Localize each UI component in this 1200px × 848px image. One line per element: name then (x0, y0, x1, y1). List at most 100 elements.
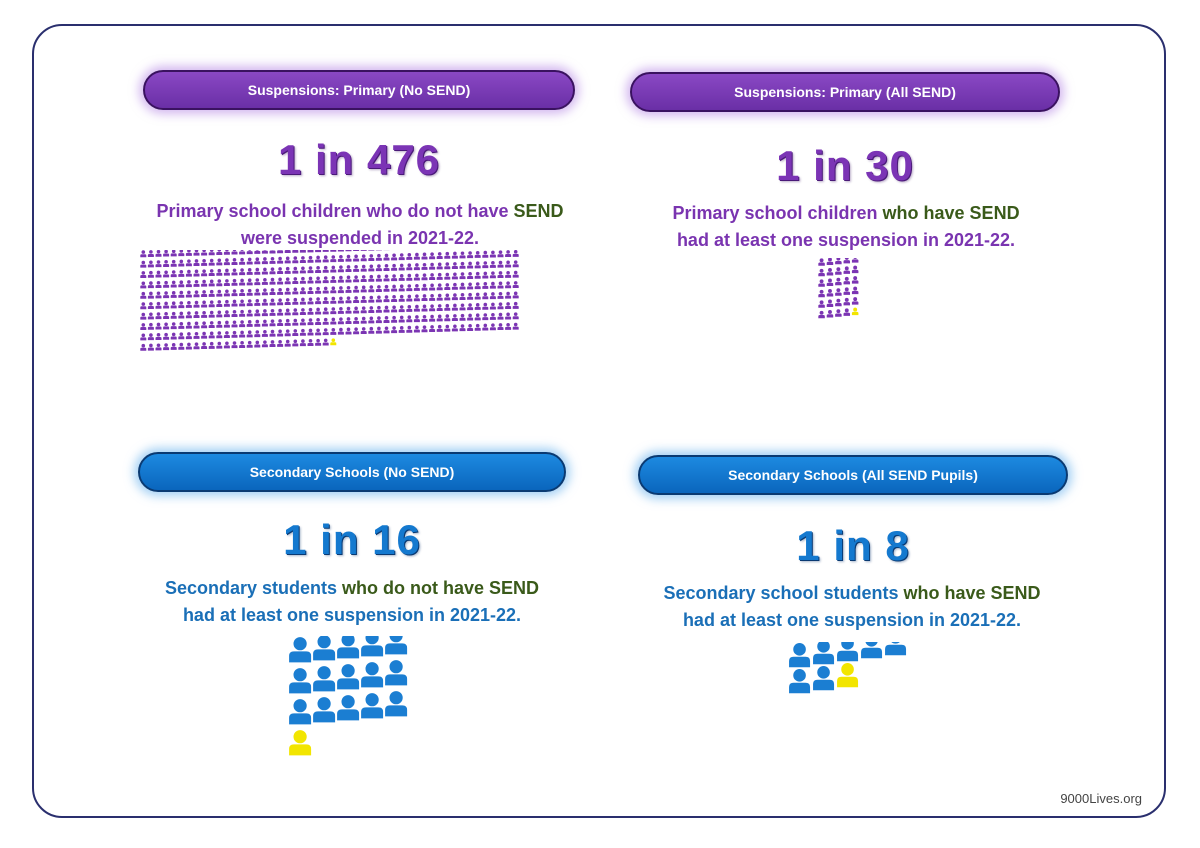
person-icon (254, 309, 261, 317)
person-icon (284, 329, 291, 337)
person-icon (330, 250, 337, 252)
person-icon (361, 662, 384, 688)
person-icon (451, 262, 458, 269)
person-icon (489, 271, 496, 279)
person-icon (353, 306, 360, 314)
person-icon (818, 310, 825, 319)
person-icon (292, 277, 299, 284)
person-icon (818, 268, 825, 277)
person-icon (269, 340, 276, 348)
person-icon (451, 282, 458, 290)
person-icon (246, 340, 253, 348)
person-icon (193, 342, 200, 350)
person-icon (216, 310, 223, 318)
person-icon (216, 300, 223, 307)
person-icon (277, 256, 284, 264)
person-icon (261, 277, 268, 285)
person-icon (337, 306, 344, 314)
secondary-all-send-header: Secondary Schools (All SEND Pupils) (638, 455, 1068, 495)
person-icon (406, 294, 413, 302)
person-icon (512, 322, 519, 330)
person-icon (284, 318, 291, 326)
person-icon (208, 300, 215, 308)
person-icon (307, 266, 314, 274)
person-icon (307, 318, 314, 326)
person-icon (391, 274, 398, 282)
person-icon (155, 322, 162, 330)
person-icon (505, 312, 512, 320)
person-icon (353, 296, 360, 304)
person-icon (489, 323, 496, 331)
person-icon (289, 699, 312, 725)
primary-no-send-pictogram (140, 250, 519, 351)
person-icon (170, 291, 177, 298)
person-icon (497, 271, 504, 279)
person-icon (178, 332, 185, 340)
person-icon (482, 323, 489, 331)
person-icon (368, 316, 375, 324)
person-icon (185, 321, 192, 329)
person-icon (292, 318, 299, 326)
person-icon (391, 295, 398, 302)
person-icon (208, 310, 215, 318)
person-icon (497, 281, 504, 289)
person-icon (413, 263, 420, 271)
person-icon (835, 288, 842, 296)
person-icon (413, 283, 420, 291)
person-icon (208, 289, 215, 297)
person-icon (277, 267, 284, 275)
person-icon (360, 306, 367, 314)
person-icon (421, 262, 428, 270)
person-icon (345, 285, 352, 293)
person-icon (345, 254, 352, 262)
secondary-no-send-header: Secondary Schools (No SEND) (138, 452, 566, 492)
person-icon (413, 252, 420, 260)
person-icon (178, 290, 185, 298)
person-icon (231, 250, 238, 255)
person-icon (451, 324, 458, 332)
person-icon (178, 301, 185, 309)
person-icon (436, 272, 443, 280)
person-icon (147, 343, 154, 351)
person-icon (201, 342, 208, 350)
primary-all-send-caption: Primary school children who have SEND ha… (596, 200, 1096, 254)
person-icon (231, 341, 238, 349)
person-icon (413, 304, 420, 312)
person-icon (353, 275, 360, 283)
person-icon (299, 266, 306, 274)
person-icon (292, 329, 299, 336)
person-icon (436, 304, 443, 312)
person-icon (413, 273, 420, 281)
person-icon (375, 274, 382, 282)
person-icon (512, 281, 519, 289)
person-icon (185, 280, 192, 288)
person-icon (818, 258, 825, 266)
person-icon (459, 272, 466, 280)
person-icon (337, 664, 360, 690)
person-icon (277, 287, 284, 295)
person-icon (239, 250, 246, 255)
person-icon (512, 291, 519, 299)
person-icon (299, 297, 306, 305)
person-icon (436, 262, 443, 270)
person-icon (353, 264, 360, 272)
person-icon (391, 253, 398, 261)
person-icon (353, 285, 360, 293)
person-icon (178, 322, 185, 329)
person-icon (406, 325, 413, 333)
person-icon (330, 307, 337, 315)
person-icon (269, 298, 276, 306)
person-icon (185, 332, 192, 340)
person-icon (223, 258, 230, 266)
caption-part: Secondary school students (663, 583, 899, 603)
person-icon (163, 291, 170, 299)
person-icon (254, 340, 261, 348)
person-icon (239, 257, 246, 265)
person-icon (467, 313, 474, 321)
person-icon (223, 320, 230, 328)
person-icon (284, 339, 291, 347)
person-icon (216, 258, 223, 266)
person-icon (292, 250, 299, 253)
person-icon (505, 250, 512, 258)
person-icon (284, 250, 291, 254)
